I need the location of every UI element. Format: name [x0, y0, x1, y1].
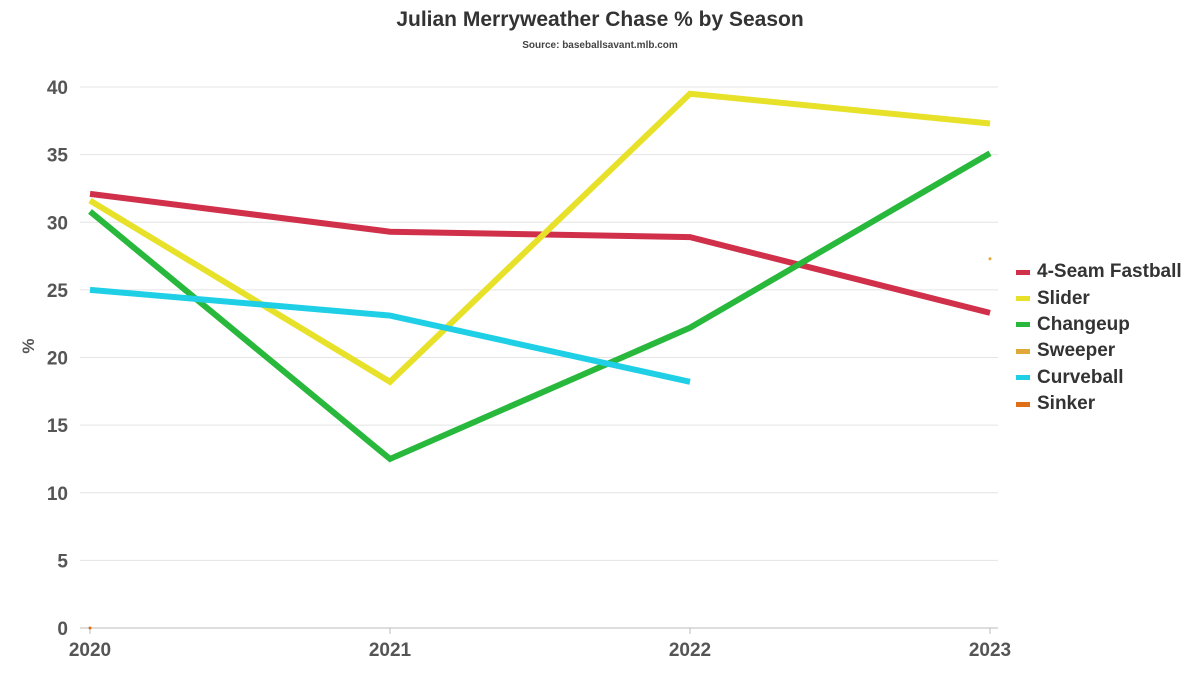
- x-axis-ticks: 2020 2021 2022 2023: [69, 628, 1011, 661]
- x-tick-label: 2023: [969, 640, 1011, 661]
- legend-swatch: [1016, 322, 1030, 328]
- gridlines: [80, 86, 998, 629]
- legend-item[interactable]: Changeup: [1016, 312, 1182, 338]
- y-tick-label: 0: [57, 619, 68, 640]
- y-tick-label: 30: [47, 213, 68, 234]
- legend-label: Slider: [1037, 287, 1090, 309]
- x-tick-label: 2020: [69, 640, 111, 661]
- y-tick-label: 25: [47, 281, 69, 302]
- legend-label: Sweeper: [1037, 340, 1116, 362]
- series-changeup: [88, 150, 992, 463]
- legend-item[interactable]: Sweeper: [1016, 338, 1182, 364]
- y-tick-label: 20: [47, 349, 68, 370]
- legend-swatch: [1016, 348, 1030, 354]
- legend-swatch: [1016, 269, 1030, 275]
- x-tick-label: 2022: [669, 640, 711, 661]
- legend: 4-Seam Fastball Slider Changeup Sweeper Curv…: [1016, 259, 1182, 417]
- legend-item[interactable]: Sinker: [1016, 391, 1182, 417]
- legend-label: 4-Seam Fastball: [1037, 261, 1182, 283]
- legend-label: Curveball: [1037, 366, 1124, 388]
- y-tick-label: 15: [47, 416, 69, 437]
- chart-subtitle: Source: baseballsavant.mlb.com: [522, 40, 678, 51]
- data-point: [988, 257, 992, 261]
- series-line: [88, 150, 992, 463]
- legend-item[interactable]: 4-Seam Fastball: [1016, 259, 1182, 285]
- series-slider: [88, 90, 991, 386]
- y-axis-ticks: 0 5 10 15 20 25 30 35 40: [47, 78, 69, 640]
- series-sweeper: [988, 257, 992, 261]
- y-tick-label: 35: [47, 146, 69, 167]
- series-4-seam-fastball: [89, 190, 991, 316]
- series-line: [89, 190, 991, 316]
- chart-title: Julian Merryweather Chase % by Season: [396, 8, 804, 31]
- legend-swatch: [1016, 296, 1030, 302]
- legend-label: Changeup: [1037, 313, 1130, 335]
- y-tick-label: 5: [57, 551, 68, 572]
- legend-label: Sinker: [1037, 393, 1096, 415]
- legend-swatch: [1016, 375, 1030, 381]
- legend-item[interactable]: Curveball: [1016, 365, 1182, 391]
- y-tick-label: 10: [47, 484, 68, 505]
- legend-item[interactable]: Slider: [1016, 285, 1182, 311]
- data-point: [88, 626, 92, 630]
- series-sinker: [88, 626, 92, 630]
- series-line: [88, 90, 991, 386]
- y-tick-label: 40: [47, 78, 68, 99]
- series-curveball: [89, 286, 691, 385]
- series-lines: [88, 90, 992, 630]
- y-axis-label: %: [19, 338, 38, 353]
- x-tick-label: 2021: [369, 640, 412, 661]
- legend-swatch: [1016, 401, 1030, 407]
